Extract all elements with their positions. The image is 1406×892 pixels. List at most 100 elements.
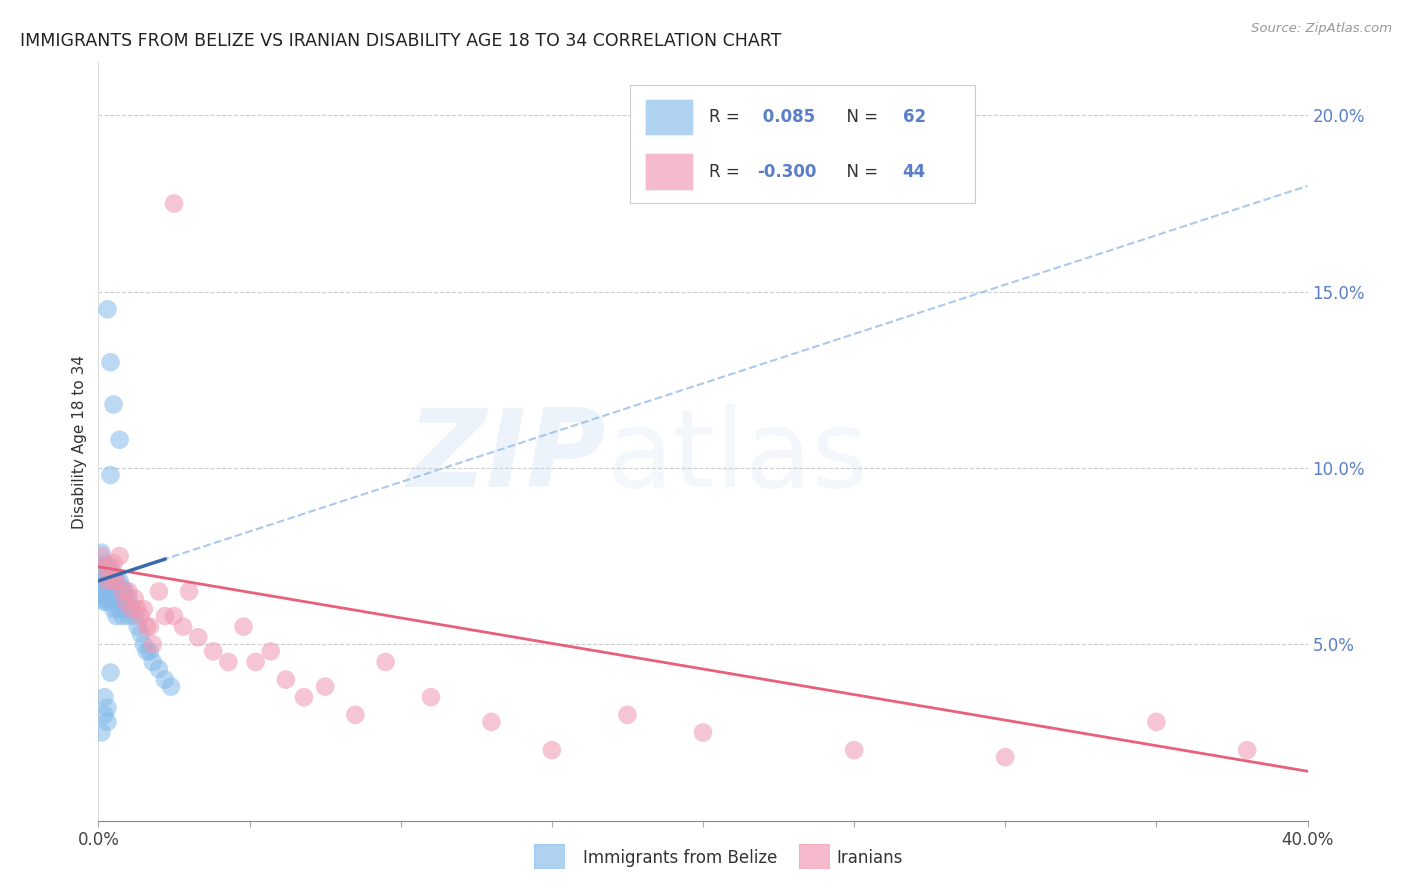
Text: 0.085: 0.085: [758, 108, 815, 126]
Point: [103, 577, 125, 591]
Point: [127, 620, 149, 634]
Point: [153, 609, 176, 624]
Point: [1144, 714, 1167, 729]
Point: [135, 620, 157, 634]
Point: [118, 609, 141, 624]
Point: [114, 595, 136, 609]
Point: [103, 556, 125, 570]
Point: [108, 584, 131, 599]
Point: [153, 673, 176, 687]
Point: [160, 680, 183, 694]
Point: [108, 574, 131, 588]
Point: [105, 584, 128, 599]
Point: [105, 609, 128, 624]
Point: [692, 725, 714, 739]
Point: [90, 725, 112, 739]
Point: [90, 574, 112, 588]
Text: Iranians: Iranians: [837, 849, 903, 867]
Point: [217, 655, 239, 669]
FancyBboxPatch shape: [630, 85, 976, 202]
Point: [163, 609, 186, 624]
Point: [132, 602, 155, 616]
Text: R =: R =: [709, 162, 745, 180]
Point: [96, 302, 118, 317]
Text: Source: ZipAtlas.com: Source: ZipAtlas.com: [1251, 22, 1392, 36]
Point: [111, 584, 134, 599]
Point: [481, 714, 503, 729]
Point: [105, 574, 128, 588]
Point: [93, 690, 115, 705]
Point: [129, 626, 152, 640]
Point: [93, 588, 115, 602]
Point: [100, 574, 122, 588]
Text: ZIP: ZIP: [408, 404, 606, 509]
Point: [129, 609, 152, 624]
Point: [148, 584, 170, 599]
Point: [103, 566, 125, 581]
Point: [994, 750, 1017, 764]
FancyBboxPatch shape: [645, 99, 693, 136]
Point: [96, 595, 118, 609]
Point: [187, 630, 209, 644]
Point: [132, 637, 155, 651]
Text: 62: 62: [903, 108, 925, 126]
Point: [374, 655, 396, 669]
Point: [103, 588, 125, 602]
Point: [127, 602, 149, 616]
Text: atlas: atlas: [606, 404, 869, 509]
Point: [118, 584, 141, 599]
Point: [96, 588, 118, 602]
Point: [103, 397, 125, 411]
Point: [96, 566, 118, 581]
Point: [96, 700, 118, 714]
FancyBboxPatch shape: [645, 153, 693, 190]
Point: [90, 584, 112, 599]
Point: [90, 559, 112, 574]
Point: [616, 707, 638, 722]
Point: [114, 602, 136, 616]
Point: [108, 602, 131, 616]
Point: [93, 581, 115, 595]
Point: [121, 602, 143, 616]
Point: [100, 591, 122, 606]
Point: [93, 559, 115, 574]
Point: [163, 196, 186, 211]
Point: [105, 574, 128, 588]
Point: [314, 680, 336, 694]
Point: [96, 559, 118, 574]
Point: [96, 581, 118, 595]
Text: -0.300: -0.300: [758, 162, 817, 180]
Point: [111, 609, 134, 624]
Point: [179, 584, 201, 599]
Point: [118, 591, 141, 606]
Point: [172, 620, 194, 634]
Text: N =: N =: [837, 162, 883, 180]
Point: [90, 549, 112, 563]
Point: [100, 665, 122, 680]
Y-axis label: Disability Age 18 to 34: Disability Age 18 to 34: [72, 354, 87, 529]
Point: [108, 433, 131, 447]
Point: [202, 644, 225, 658]
Point: [292, 690, 315, 705]
Point: [114, 584, 136, 599]
Point: [245, 655, 267, 669]
Text: IMMIGRANTS FROM BELIZE VS IRANIAN DISABILITY AGE 18 TO 34 CORRELATION CHART: IMMIGRANTS FROM BELIZE VS IRANIAN DISABI…: [20, 32, 782, 50]
Point: [96, 714, 118, 729]
Point: [100, 468, 122, 483]
Point: [90, 591, 112, 606]
Point: [103, 602, 125, 616]
Point: [100, 566, 122, 581]
Point: [232, 620, 254, 634]
Point: [420, 690, 443, 705]
Point: [100, 584, 122, 599]
Point: [96, 574, 118, 588]
Point: [274, 673, 297, 687]
Text: 44: 44: [903, 162, 925, 180]
Point: [96, 574, 118, 588]
Point: [103, 574, 125, 588]
Point: [111, 581, 134, 595]
Point: [1236, 743, 1258, 757]
Point: [93, 566, 115, 581]
Point: [100, 355, 122, 369]
Point: [135, 644, 157, 658]
